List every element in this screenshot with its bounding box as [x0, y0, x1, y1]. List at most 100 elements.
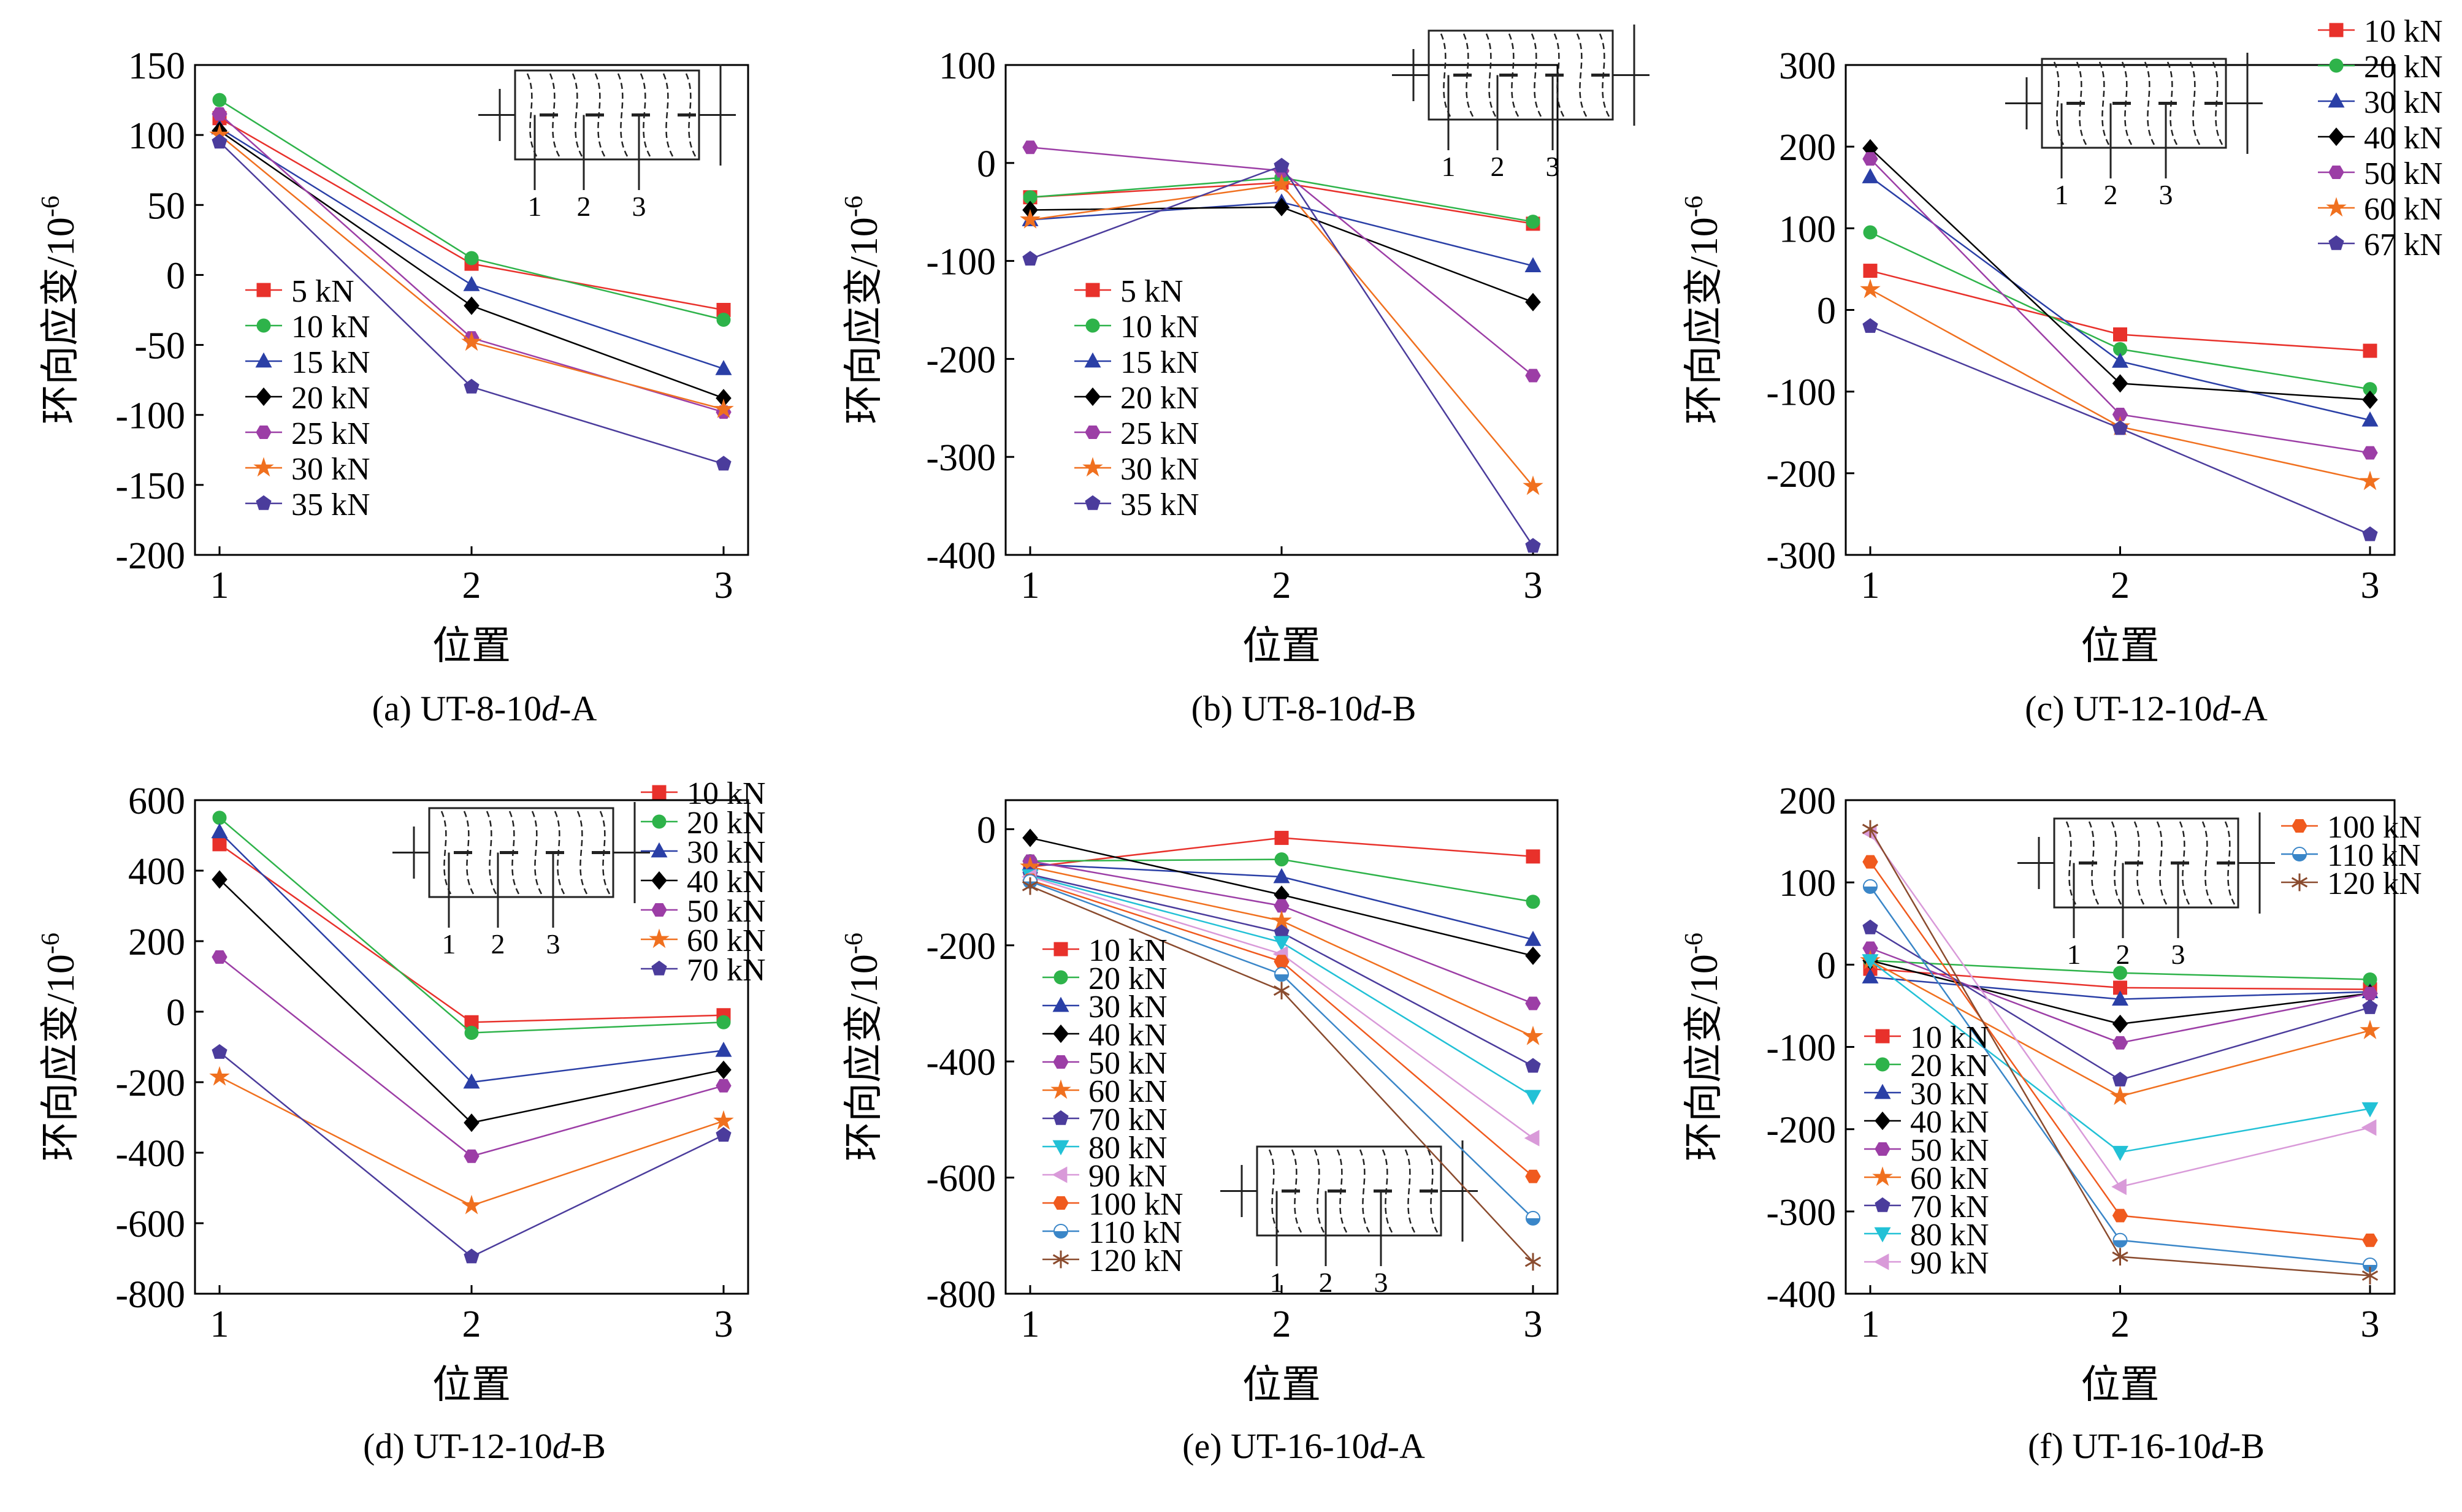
legend-entry: 5 kN: [1120, 274, 1183, 309]
plot-frame: [1004, 64, 1559, 556]
chart-panel-1: 100 0 -100 -200 -300 -400 1 2 3 环向应变/10-6 位置 (b) UT…: [840, 25, 1650, 728]
data-point-67kN-1: [1862, 318, 1878, 333]
data-point-120kN-1: [1862, 820, 1879, 838]
legend-marker: [1085, 283, 1100, 297]
data-point-40kN-2: [464, 1113, 480, 1132]
legend-entry: 80 kN: [1910, 1218, 1989, 1253]
x-axis-title: 位置: [2081, 1363, 2160, 1407]
data-point-20kN-2: [2113, 966, 2127, 980]
data-point-20kN-1: [212, 811, 227, 825]
legend-marker: [256, 426, 272, 439]
specimen-inset-2: [2005, 53, 2263, 178]
legend-entry: 20 kN: [2364, 50, 2443, 85]
y-tick-label: -200: [1766, 454, 1836, 495]
legend-marker: [649, 928, 670, 949]
data-point-50kN-1: [1862, 152, 1878, 166]
y-tick-label: -50: [134, 326, 185, 367]
y-axis-title: 环向应变/10-6: [37, 196, 82, 424]
legend-entry: 50 kN: [1910, 1133, 1989, 1168]
legend-entry: 20 kN: [291, 381, 370, 416]
x-axis-title: 位置: [1242, 624, 1321, 668]
inset-spiral: [1268, 1149, 1280, 1233]
data-point-120kN-2: [1273, 982, 1290, 999]
inset-spiral: [1359, 1149, 1371, 1233]
series-line-30kN: [1030, 183, 1534, 487]
legend-marker: [1082, 457, 1103, 477]
data-point-70kN-3: [2362, 999, 2378, 1014]
legend-entry: 30 kN: [291, 452, 370, 487]
y-tick-label: 100: [939, 45, 996, 87]
data-point-60kN-2: [2109, 1085, 2131, 1105]
data-point-80kN-3: [1524, 1090, 1542, 1105]
inset-spiral: [1313, 1149, 1325, 1233]
legend-marker: [1052, 996, 1069, 1012]
x-tick-label: 3: [2361, 565, 2380, 606]
inset-label-2: 2: [1491, 151, 1505, 182]
series-line-30kN: [219, 831, 724, 1083]
data-point-35kN-3: [1525, 538, 1541, 553]
data-point-110kN-2-fill: [2113, 1240, 2127, 1247]
panel-caption: (c) UT-12-10d-A: [2025, 689, 2268, 728]
inset-label-3: 3: [2171, 939, 2185, 970]
data-point-80kN-2: [1273, 936, 1290, 952]
inset-spiral: [1440, 33, 1451, 117]
x-tick-label: 2: [1272, 565, 1291, 606]
y-tick-label: 150: [128, 45, 185, 87]
y-tick-label: -400: [1766, 1274, 1836, 1316]
data-point-110kN-2-fill: [1275, 974, 1288, 982]
data-point-70kN-3: [1525, 1058, 1541, 1073]
legend-marker: [1053, 1024, 1069, 1044]
x-axis-title: 位置: [432, 1363, 511, 1407]
legend-marker: [2328, 235, 2344, 250]
legend-marker: [1875, 1057, 1890, 1072]
legend-entry: 10 kN: [1910, 1020, 1989, 1055]
data-point-40kN-3: [716, 1060, 732, 1079]
legend-entry: 100 kN: [1088, 1187, 1183, 1222]
legend-entry: 5 kN: [291, 274, 354, 309]
x-tick-label: 1: [1861, 1304, 1880, 1345]
legend-entry: 30 kN: [2364, 85, 2443, 120]
inset-label-1: 1: [528, 191, 542, 222]
data-point-120kN-2: [2112, 1248, 2128, 1266]
legend-marker: [1053, 970, 1068, 985]
legend-entry: 120 kN: [2327, 866, 2422, 901]
legend-entry: 10 kN: [2364, 14, 2443, 49]
inset-spiral: [1531, 33, 1542, 117]
legend-marker-fill: [1054, 1231, 1068, 1238]
chart-panel-4: 0 -200 -400 -600 -800 1 2 3 环向应变/10-6 位置 (e) UT-16…: [840, 799, 1559, 1466]
data-point-40kN-3: [2362, 390, 2378, 410]
data-point-35kN-3: [716, 456, 732, 471]
data-point-110kN-3-fill: [1526, 1218, 1540, 1225]
data-point-100kN-2: [2112, 1208, 2128, 1223]
data-point-100kN-3: [1525, 1169, 1541, 1183]
legend-entry: 100 kN: [2327, 810, 2422, 845]
data-point-15kN-3: [715, 360, 732, 375]
legend-marker: [1874, 1227, 1891, 1243]
y-tick-label: -400: [926, 1042, 996, 1083]
legend-marker: [651, 842, 668, 858]
legend-entry: 60 kN: [2364, 192, 2443, 227]
chart-panel-2: 300 200 100 0 -100 -200 -300 1 2 3 环向应变/10-6 位置 (c) …: [1680, 14, 2443, 728]
x-tick-label: 2: [462, 565, 481, 606]
data-point-100kN-1: [1862, 855, 1878, 869]
legend-marker: [1085, 318, 1100, 333]
specimen-inset-5: [2017, 812, 2275, 938]
data-point-30kN-3: [715, 1042, 732, 1057]
data-point-60kN-3: [2360, 470, 2380, 491]
data-point-60kN-3: [713, 1110, 734, 1130]
legend-marker: [256, 283, 271, 297]
y-axis-title: 环向应变/10-6: [1680, 196, 1726, 424]
data-point-30kN-1: [1020, 208, 1041, 229]
data-point-35kN-2: [1274, 158, 1290, 173]
inset-label-3: 3: [1546, 151, 1560, 182]
data-point-15kN-2: [463, 276, 480, 291]
data-point-40kN-2: [2112, 1014, 2128, 1034]
panel-caption: (d) UT-12-10d-B: [363, 1426, 606, 1466]
data-point-40kN-1: [212, 870, 227, 889]
y-tick-label: -100: [1766, 1028, 1836, 1069]
inset-label-2: 2: [2116, 939, 2130, 970]
legend-entry: 30 kN: [1088, 990, 1168, 1025]
legend-entry: 30 kN: [1120, 452, 1199, 487]
data-point-50kN-3: [2362, 446, 2378, 460]
